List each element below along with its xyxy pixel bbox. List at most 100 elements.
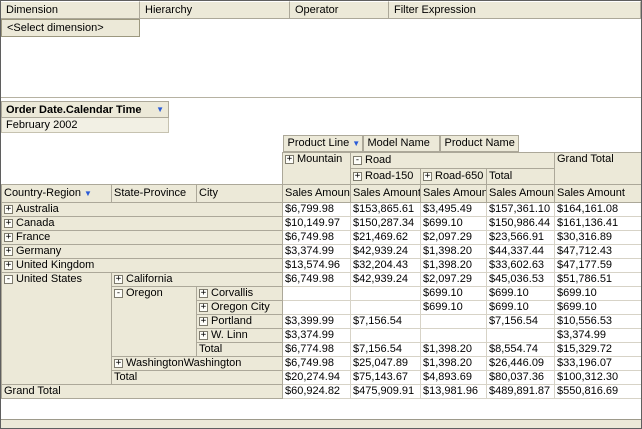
data-cell: $47,177.59 [554,258,641,273]
data-cell [420,328,487,343]
collapse-icon[interactable]: - [4,273,13,284]
measure-header[interactable]: Sales Amount [554,184,641,203]
data-cell: $699.10 [486,286,555,301]
data-cell: $150,986.44 [486,216,555,231]
expand-icon[interactable]: + [423,170,432,181]
expand-icon[interactable]: + [4,259,13,270]
member-label: Oregon City [211,301,270,314]
expand-icon[interactable]: + [199,301,208,312]
slicer-field-button[interactable]: Order Date.Calendar Time ▼ [1,101,169,118]
table-row: + France $6,749.98 $21,469.62 $2,097.29 $… [1,230,641,245]
expand-icon[interactable]: + [4,203,13,214]
data-cell: $699.10 [554,300,641,315]
col-member-road[interactable]: - Road [350,152,555,169]
expand-icon[interactable]: + [199,329,208,340]
column-fields-row: Product Line ▼ Model Name Product Name [1,135,641,153]
col-member-road-150[interactable]: + Road-150 [350,168,421,185]
column-field-model-name[interactable]: Model Name [362,135,440,152]
data-cell: $7,156.54 [350,314,421,329]
table-row: + W. Linn $3,374.99 $3,374.99 [2,328,641,343]
row-member-oregon-city[interactable]: + Oregon City [196,300,283,315]
data-cell: $42,939.24 [350,244,421,259]
data-cell: $42,939.24 [350,272,421,287]
table-row: + Germany $3,374.99 $42,939.24 $1,398.20 … [1,244,641,259]
dropdown-icon[interactable]: ▼ [352,139,361,148]
row-field-state-province[interactable]: State-Province [111,184,197,203]
expand-icon[interactable]: + [199,315,208,326]
collapse-icon[interactable]: - [353,154,362,165]
data-cell: $1,398.20 [420,258,487,273]
expand-icon[interactable]: + [285,153,294,164]
data-cell: $3,374.99 [282,244,351,259]
col-member-road-650[interactable]: + Road-650 [420,168,487,185]
data-cell: $6,799.98 [282,202,351,217]
row-field-country-region[interactable]: Country-Region ▼ [1,184,112,203]
measure-header-row: Country-Region ▼ State-Province City Sale… [1,184,641,203]
column-field-product-line[interactable]: Product Line ▼ [282,135,363,152]
col-member-total[interactable]: Total [486,168,555,185]
row-member-oregon[interactable]: - Oregon [111,286,197,357]
row-member-w-linn[interactable]: + W. Linn [196,328,283,343]
expand-icon[interactable]: + [4,231,13,242]
data-cell: $2,097.29 [420,272,487,287]
measure-header[interactable]: Sales Amount [420,184,487,203]
expand-icon[interactable]: + [4,217,13,228]
col-member-mountain[interactable]: + Mountain [282,152,351,185]
filter-col-header-dimension[interactable]: Dimension [1,1,140,19]
field-label: Country-Region [4,187,82,199]
slicer-value[interactable]: February 2002 [1,118,169,133]
data-cell: $2,097.29 [420,230,487,245]
expand-icon[interactable]: + [353,170,362,181]
row-member-total[interactable]: Total [196,342,283,357]
member-label: United States [16,273,83,286]
expand-icon[interactable]: + [4,245,13,256]
data-cell [282,286,351,301]
row-member-united-states[interactable]: - United States [1,272,112,385]
table-row: Total $6,774.98 $7,156.54 $1,398.20 $8,5… [2,342,641,357]
filter-col-header-filter-expression[interactable]: Filter Expression [389,1,641,19]
collapse-icon[interactable]: - [114,287,123,298]
row-member-grand-total[interactable]: Grand Total [1,384,283,399]
measure-header[interactable]: Sales Amount [282,184,351,203]
data-cell: $1,398.20 [420,244,487,259]
row-member-france[interactable]: + France [1,230,283,245]
row-member-germany[interactable]: + Germany [1,244,283,259]
filter-col-header-hierarchy[interactable]: Hierarchy [140,1,290,19]
measure-header[interactable]: Sales Amount [350,184,421,203]
row-member-washington[interactable]: + WashingtonWashington [111,356,283,371]
row-member-canada[interactable]: + Canada [1,216,283,231]
data-cell: $33,196.07 [554,356,641,371]
member-label: Total [199,343,223,356]
filter-col-header-operator[interactable]: Operator [290,1,389,19]
member-label: Washington [126,357,184,370]
data-cell [282,300,351,315]
row-field-city[interactable]: City [196,184,283,203]
dropdown-icon[interactable]: ▼ [156,105,164,114]
measure-header[interactable]: Sales Amount [486,184,555,203]
data-cell: $7,156.54 [350,342,421,357]
expand-icon[interactable]: + [114,273,123,284]
data-cell: $3,495.49 [420,202,487,217]
col-member-grand-total[interactable]: Grand Total [554,152,641,185]
member-label: Grand Total [557,153,614,166]
member-label: Road [365,154,392,166]
dropdown-icon[interactable]: ▼ [84,189,92,198]
row-member-united-kingdom[interactable]: + United Kingdom [1,258,283,273]
column-field-product-name[interactable]: Product Name [439,135,519,152]
expand-icon[interactable]: + [199,287,208,298]
row-member-corvallis[interactable]: + Corvallis [196,286,283,301]
data-cell: $699.10 [554,286,641,301]
select-dimension-row[interactable]: <Select dimension> [1,19,140,37]
row-member-australia[interactable]: + Australia [1,202,283,217]
member-label: United Kingdom [16,259,95,272]
row-member-total[interactable]: Total [111,370,283,385]
field-label: City [199,187,218,199]
expand-icon[interactable]: + [114,357,123,368]
data-cell: $6,749.98 [282,272,351,287]
data-cell: $20,274.94 [282,370,351,385]
member-label: Total [489,170,513,182]
member-label: Total [114,371,138,384]
row-member-california[interactable]: + California [111,272,283,287]
data-cell: $23,566.91 [486,230,555,245]
row-member-portland[interactable]: + Portland [196,314,283,329]
